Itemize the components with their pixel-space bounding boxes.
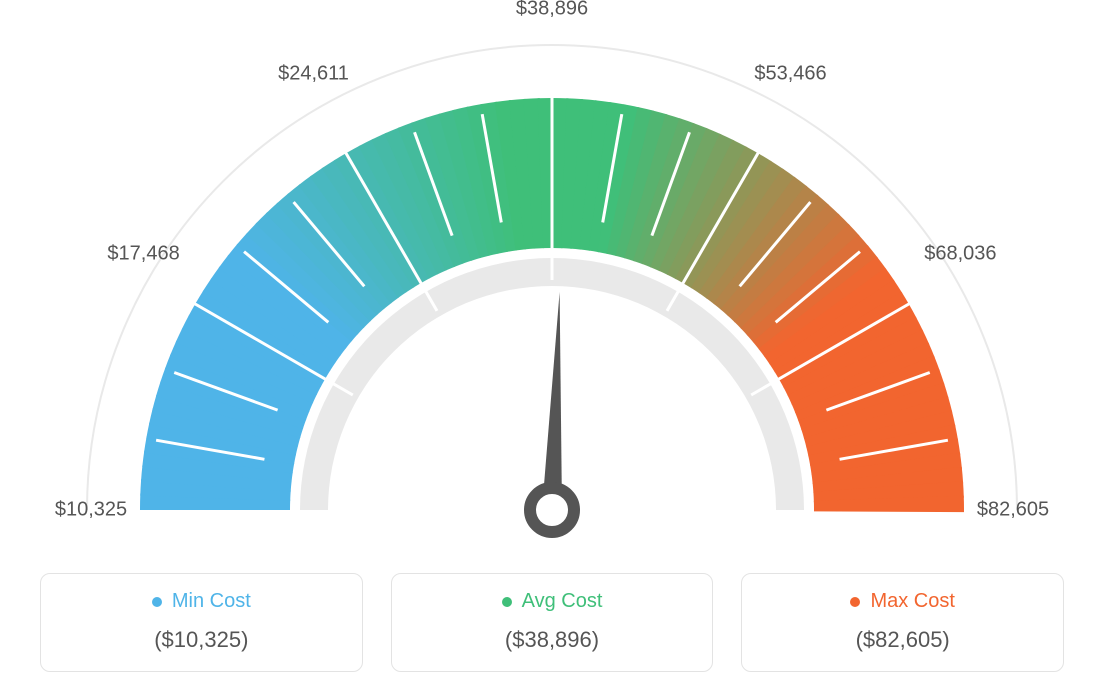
legend-title-text: Min Cost (172, 590, 251, 613)
tick-label: $82,605 (977, 499, 1049, 522)
legend-title: Min Cost (152, 590, 251, 613)
legend-title: Avg Cost (502, 590, 603, 613)
legend-card-min-cost: Min Cost ($10,325) (40, 573, 363, 672)
legend-row: Min Cost ($10,325) Avg Cost ($38,896) Max Co… (40, 573, 1064, 672)
legend-title-text: Avg Cost (522, 590, 603, 613)
legend-title: Max Cost (850, 590, 954, 613)
gauge-svg (0, 0, 1104, 560)
gauge-area: $10,325 $17,468 $24,611 $38,896 $53,466 $68,0… (0, 0, 1104, 560)
tick-label: $17,468 (107, 242, 179, 265)
legend-value: ($10,325) (51, 627, 352, 653)
legend-card-max-cost: Max Cost ($82,605) (741, 573, 1064, 672)
gauge-hub (530, 488, 574, 532)
tick-label: $24,611 (278, 62, 349, 85)
cost-gauge-chart: $10,325 $17,468 $24,611 $38,896 $53,466 $68,0… (0, 0, 1104, 690)
tick-label: $38,896 (516, 0, 588, 21)
legend-dot-icon (850, 597, 860, 607)
legend-dot-icon (502, 597, 512, 607)
tick-label: $10,325 (55, 499, 127, 522)
legend-title-text: Max Cost (870, 590, 954, 613)
gauge-needle (542, 292, 562, 510)
legend-value: ($82,605) (752, 627, 1053, 653)
tick-label: $68,036 (924, 242, 996, 265)
legend-value: ($38,896) (402, 627, 703, 653)
tick-label: $53,466 (754, 62, 826, 85)
legend-card-avg-cost: Avg Cost ($38,896) (391, 573, 714, 672)
legend-dot-icon (152, 597, 162, 607)
